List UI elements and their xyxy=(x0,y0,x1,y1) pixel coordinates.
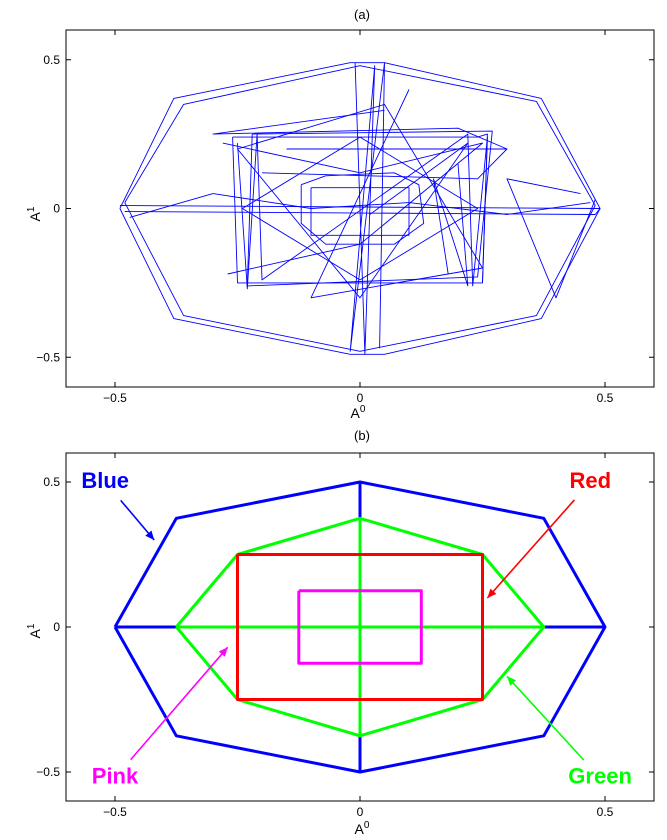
red-annotation-label: Red xyxy=(570,468,612,493)
x-tick-label: −0.5 xyxy=(103,805,127,819)
pink-arrowhead xyxy=(218,647,228,657)
y-tick-label: −0.5 xyxy=(36,350,60,364)
chart-title: (a) xyxy=(354,7,370,22)
x-axis-label: A0 xyxy=(351,404,366,421)
x-tick-label: 0 xyxy=(357,391,364,405)
ticks-layer: −0.5 0 0.5 −0.5 0 0.5 xyxy=(36,30,654,405)
trajectory-line-10 xyxy=(261,148,508,180)
x-tick-label: 0.5 xyxy=(597,391,614,405)
trajectory-line-9 xyxy=(237,133,488,290)
panel-a: (a) −0.5 0 0.5 −0.5 0 0.5 A0 A1 xyxy=(26,7,655,421)
trajectory-line-3 xyxy=(246,130,493,287)
chart-title: (b) xyxy=(354,428,370,443)
red-annotation-arrow xyxy=(486,499,575,599)
y-tick-label: 0.5 xyxy=(43,475,60,489)
ticks-layer: −0.5 0 0.5 −0.5 0 0.5 xyxy=(36,453,654,819)
x-tick-label: −0.5 xyxy=(103,391,127,405)
panel-b: (b) Blue Red Pink Green −0.5 0 0.5 −0.5 0 0.5 A0… xyxy=(26,428,655,837)
trajectory-line-7 xyxy=(349,62,385,355)
trajectory-line-5 xyxy=(310,187,410,236)
y-axis-label: A1 xyxy=(26,623,43,638)
y-tick-label: −0.5 xyxy=(36,765,60,779)
red-arrowhead xyxy=(487,588,497,598)
pink-annotation-arrow xyxy=(130,646,229,761)
trajectory-line-13 xyxy=(506,178,596,299)
green-annotation-arrow xyxy=(506,675,585,761)
x-tick-label: 0.5 xyxy=(597,805,614,819)
trajectory-line-11 xyxy=(212,109,508,150)
y-tick-label: 0 xyxy=(53,202,60,216)
pink-annotation-label: Pink xyxy=(92,764,139,789)
series-layer xyxy=(119,62,601,355)
y-tick-label: 0.5 xyxy=(43,53,60,67)
x-axis-label: A0 xyxy=(355,820,370,837)
trajectory-line-1 xyxy=(124,65,596,352)
y-axis-label: A1 xyxy=(26,206,43,221)
blue-arrowhead xyxy=(145,530,155,540)
trajectory-line-15 xyxy=(433,163,469,287)
green-arrowhead xyxy=(507,676,517,686)
green-annotation-label: Green xyxy=(568,764,632,789)
series-pink-7 xyxy=(297,589,423,665)
series-red-6 xyxy=(236,553,484,701)
series-layer xyxy=(113,480,607,774)
y-tick-label: 0 xyxy=(53,620,60,634)
x-tick-label: 0 xyxy=(357,805,364,819)
trajectory-line-16 xyxy=(222,142,483,275)
annotation-layer: Blue Red Pink Green xyxy=(81,468,632,789)
trajectory-line-14 xyxy=(129,193,591,218)
trajectory-line-12 xyxy=(237,89,483,299)
blue-annotation-label: Blue xyxy=(81,468,129,493)
